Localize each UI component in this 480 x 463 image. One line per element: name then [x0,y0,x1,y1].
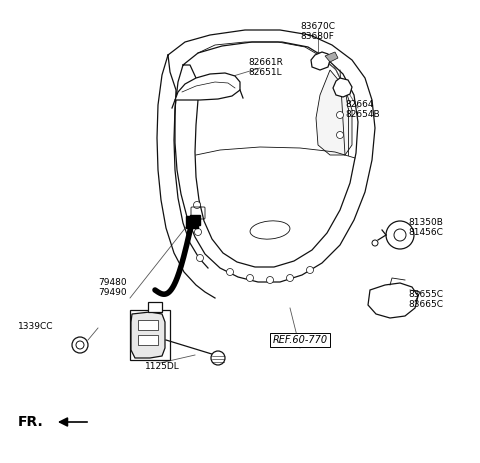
Polygon shape [316,70,352,155]
Circle shape [211,351,225,365]
Circle shape [386,221,414,249]
Polygon shape [138,335,158,345]
Circle shape [227,269,233,275]
Polygon shape [138,320,158,330]
Polygon shape [130,310,170,360]
Polygon shape [186,216,198,228]
Polygon shape [333,78,352,97]
Polygon shape [325,52,338,62]
Text: 82661R
82651L: 82661R 82651L [248,58,283,77]
Circle shape [372,240,378,246]
Text: 79480
79490: 79480 79490 [98,278,127,297]
Circle shape [287,275,293,282]
Polygon shape [190,215,200,225]
Circle shape [266,276,274,283]
Text: FR.: FR. [18,415,44,429]
Polygon shape [131,312,165,358]
Text: 1125DL: 1125DL [145,362,180,371]
Text: 82664
82654B: 82664 82654B [345,100,380,119]
Polygon shape [148,302,162,312]
Text: REF.60-770: REF.60-770 [273,335,327,345]
Circle shape [336,112,344,119]
Circle shape [194,229,202,236]
Text: 83655C
83665C: 83655C 83665C [408,290,443,309]
Text: 81350B
81456C: 81350B 81456C [408,218,443,238]
Circle shape [76,341,84,349]
Circle shape [307,267,313,274]
Polygon shape [368,283,418,318]
Text: 1339CC: 1339CC [18,322,53,331]
Circle shape [72,337,88,353]
Circle shape [394,229,406,241]
Circle shape [247,275,253,282]
Circle shape [193,201,201,208]
Text: 83670C
83680F: 83670C 83680F [300,22,335,41]
Circle shape [196,255,204,262]
Circle shape [336,131,344,138]
Polygon shape [175,73,240,100]
Polygon shape [311,52,330,70]
